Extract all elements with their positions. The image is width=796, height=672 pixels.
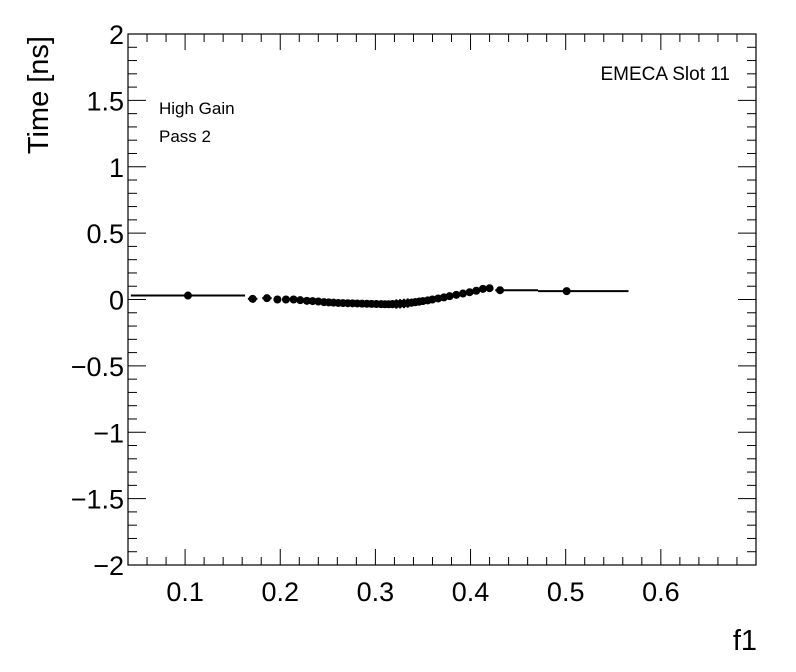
data-point: [485, 284, 494, 293]
data-point: [183, 291, 192, 300]
data-point: [281, 295, 290, 304]
x-tick-label: 0.4: [452, 577, 490, 607]
y-tick-label: 1: [109, 153, 124, 183]
data-point: [562, 287, 571, 296]
data-point: [308, 297, 317, 306]
y-tick-label: −0.5: [71, 352, 124, 382]
data-point: [289, 295, 298, 304]
data-point: [478, 284, 487, 293]
data-point: [262, 294, 271, 303]
y-tick-label: 0: [109, 286, 124, 316]
x-tick-labels: 0.1 0.2 0.3 0.4 0.5 0.6: [166, 577, 679, 607]
data-points: [183, 284, 571, 309]
y-tick-label: −2: [93, 551, 124, 581]
data-point: [302, 296, 311, 305]
data-point: [273, 295, 282, 304]
annotation-slot: EMECA Slot 11: [600, 64, 730, 85]
annotation-pass: Pass 2: [159, 127, 211, 146]
x-tick-label: 0.6: [642, 577, 680, 607]
y-axis-title: Time [ns]: [23, 36, 55, 154]
x-tick-label: 0.5: [547, 577, 585, 607]
x-tick-label: 0.1: [166, 577, 204, 607]
axis-ticks: [127, 33, 757, 566]
y-tick-label: −1.5: [71, 485, 124, 515]
data-point: [248, 294, 257, 303]
y-tick-label: 0.5: [86, 219, 124, 249]
y-tick-label: −1: [93, 418, 124, 448]
data-point: [458, 289, 467, 298]
annotation-gain: High Gain: [159, 99, 235, 118]
data-point: [472, 286, 481, 295]
y-tick-label: 1.5: [86, 86, 124, 116]
data-point: [496, 286, 505, 295]
data-point: [445, 292, 454, 301]
data-point: [452, 290, 461, 299]
x-tick-label: 0.3: [357, 577, 395, 607]
data-point: [296, 296, 305, 305]
x-tick-label: 0.2: [261, 577, 299, 607]
y-tick-label: 2: [109, 20, 124, 50]
y-tick-labels: −2 −1.5 −1 −0.5 0 0.5 1 1.5 2: [71, 20, 124, 581]
x-axis-title: f1: [733, 625, 757, 657]
data-point: [465, 288, 474, 297]
